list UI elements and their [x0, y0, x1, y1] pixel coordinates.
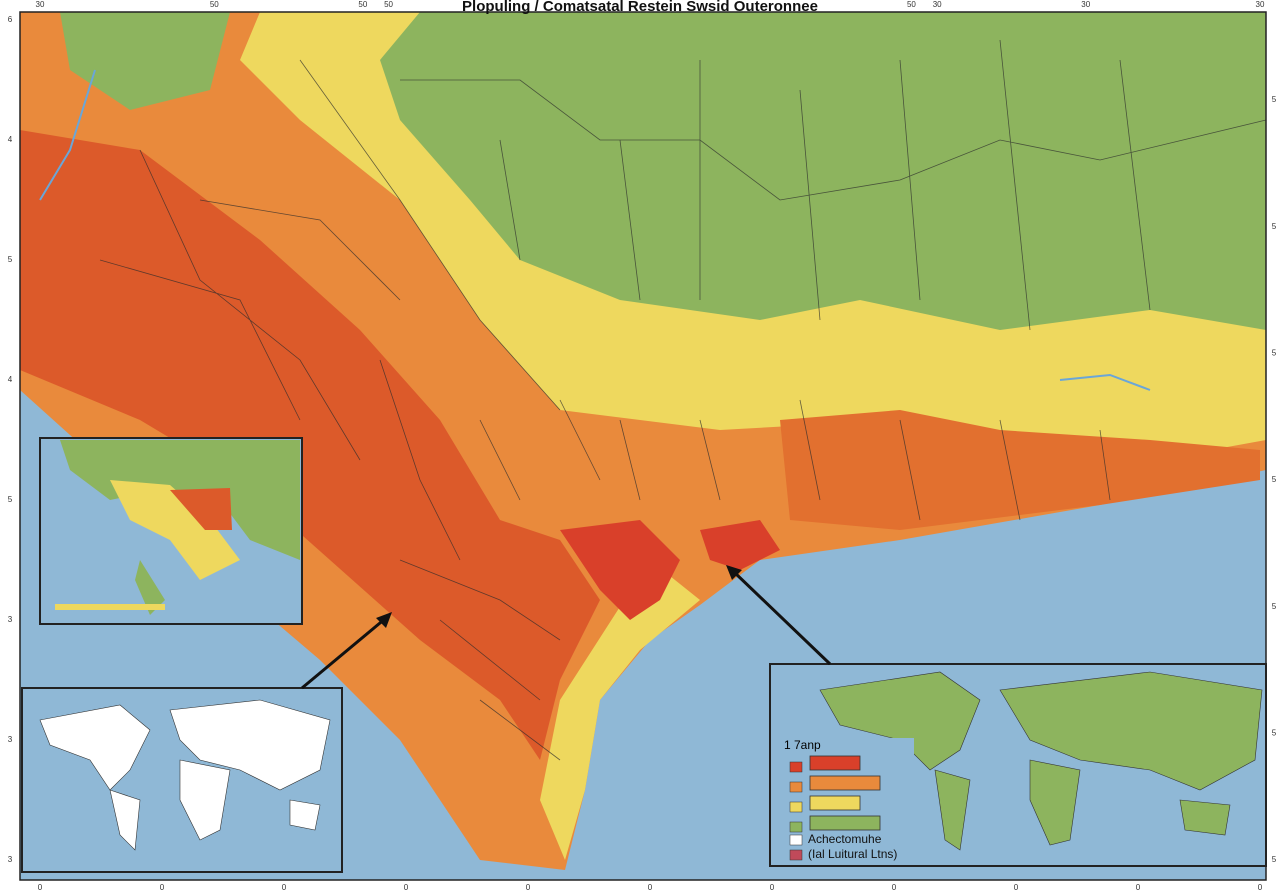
legend-swatch	[789, 761, 803, 773]
legend: 1 7anp Achectomuhe(Ial Luitural Ltns)	[784, 738, 914, 864]
edge-label: 0	[404, 883, 409, 892]
boundaries	[99, 39, 1267, 761]
edge-label: 0	[526, 883, 531, 892]
edge-label: 0	[1136, 883, 1141, 892]
edge-label: 6	[8, 15, 13, 24]
arrow	[301, 616, 387, 690]
edge-label: 0	[770, 883, 775, 892]
legend-title: 1 7anp	[784, 738, 821, 752]
edge-label: 30	[933, 0, 942, 9]
edge-label: 30	[1081, 0, 1090, 9]
arrow-head	[726, 565, 742, 580]
legend-bar	[809, 755, 861, 771]
legend-swatch	[789, 781, 803, 793]
inset-europe	[39, 437, 303, 625]
edge-label: 50	[384, 0, 393, 9]
edge-label: 50	[210, 0, 219, 9]
lake	[1059, 373, 1151, 391]
legend-label: (Ial Luitural Ltns)	[808, 847, 897, 861]
edge-label: 0	[282, 883, 287, 892]
map-title: Plopuling / Comatsatal Restein Swsid Out…	[462, 0, 818, 15]
land-orange-east	[780, 410, 1260, 530]
edge-label: 0	[38, 883, 43, 892]
land-red-coastal	[560, 520, 680, 620]
edge-label: 3	[8, 615, 13, 624]
inset-world-white	[21, 687, 343, 873]
edge-label: 4	[8, 135, 13, 144]
edge-label: 0	[1258, 883, 1263, 892]
edge-label: 50	[358, 0, 367, 9]
land-yellow-coast	[540, 560, 700, 860]
legend-bar	[809, 795, 861, 811]
arrow	[732, 570, 832, 666]
edge-label: 3	[8, 855, 13, 864]
edge-label: 5	[1272, 728, 1277, 737]
edge-label: 0	[160, 883, 165, 892]
edge-label: 30	[36, 0, 45, 9]
legend-swatch	[789, 849, 803, 861]
edge-label: 0	[1014, 883, 1019, 892]
edge-label: 30	[1256, 0, 1265, 9]
edge-label: 0	[892, 883, 897, 892]
legend-bar	[809, 775, 881, 791]
edge-label: 4	[8, 375, 13, 384]
legend-swatch	[789, 834, 803, 846]
edge-label: 5	[1272, 475, 1277, 484]
edge-label: 5	[1272, 602, 1277, 611]
edge-label: 5	[1272, 222, 1277, 231]
edge-label: 5	[1272, 855, 1277, 864]
edge-label: 5	[8, 255, 13, 264]
arrow-head	[376, 612, 392, 628]
legend-label: Achectomuhe	[808, 832, 882, 846]
legend-swatch	[789, 801, 803, 813]
edge-label: 0	[648, 883, 653, 892]
land-red-west	[20, 130, 600, 760]
land-green	[380, 12, 1266, 330]
edge-label: 5	[1272, 95, 1277, 104]
land-red-east	[700, 520, 780, 570]
edge-label: 50	[907, 0, 916, 9]
edge-label: 3	[8, 735, 13, 744]
legend-bar	[809, 815, 881, 831]
frame	[19, 11, 1267, 881]
edge-label: 5	[8, 495, 13, 504]
edge-label: 5	[1272, 348, 1277, 357]
land-green-west	[60, 12, 230, 110]
river	[39, 69, 96, 201]
legend-swatch	[789, 821, 803, 833]
